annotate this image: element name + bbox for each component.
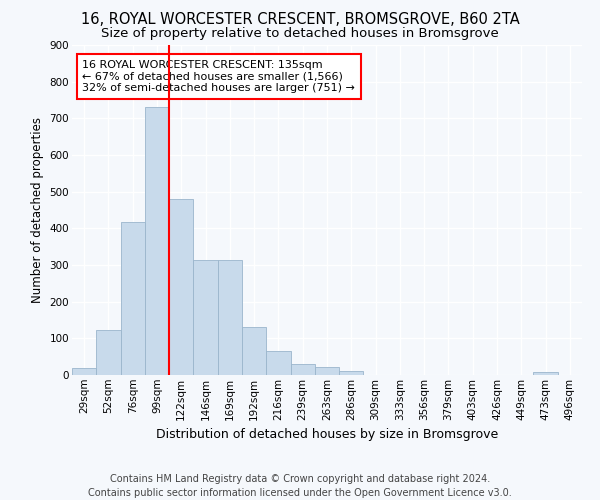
Bar: [315, 367, 339, 375]
Text: 16, ROYAL WORCESTER CRESCENT, BROMSGROVE, B60 2TA: 16, ROYAL WORCESTER CRESCENT, BROMSGROVE…: [80, 12, 520, 28]
Bar: [218, 260, 242, 375]
Bar: [72, 368, 96, 375]
Y-axis label: Number of detached properties: Number of detached properties: [31, 117, 44, 303]
Text: 16 ROYAL WORCESTER CRESCENT: 135sqm
← 67% of detached houses are smaller (1,566): 16 ROYAL WORCESTER CRESCENT: 135sqm ← 67…: [82, 60, 355, 93]
Bar: [145, 108, 169, 375]
Bar: [533, 372, 558, 375]
Bar: [290, 364, 315, 375]
Bar: [193, 260, 218, 375]
Bar: [96, 330, 121, 375]
Text: Size of property relative to detached houses in Bromsgrove: Size of property relative to detached ho…: [101, 28, 499, 40]
Bar: [339, 372, 364, 375]
X-axis label: Distribution of detached houses by size in Bromsgrove: Distribution of detached houses by size …: [156, 428, 498, 441]
Bar: [242, 328, 266, 375]
Bar: [169, 199, 193, 375]
Bar: [266, 351, 290, 375]
Text: Contains HM Land Registry data © Crown copyright and database right 2024.
Contai: Contains HM Land Registry data © Crown c…: [88, 474, 512, 498]
Bar: [121, 222, 145, 375]
